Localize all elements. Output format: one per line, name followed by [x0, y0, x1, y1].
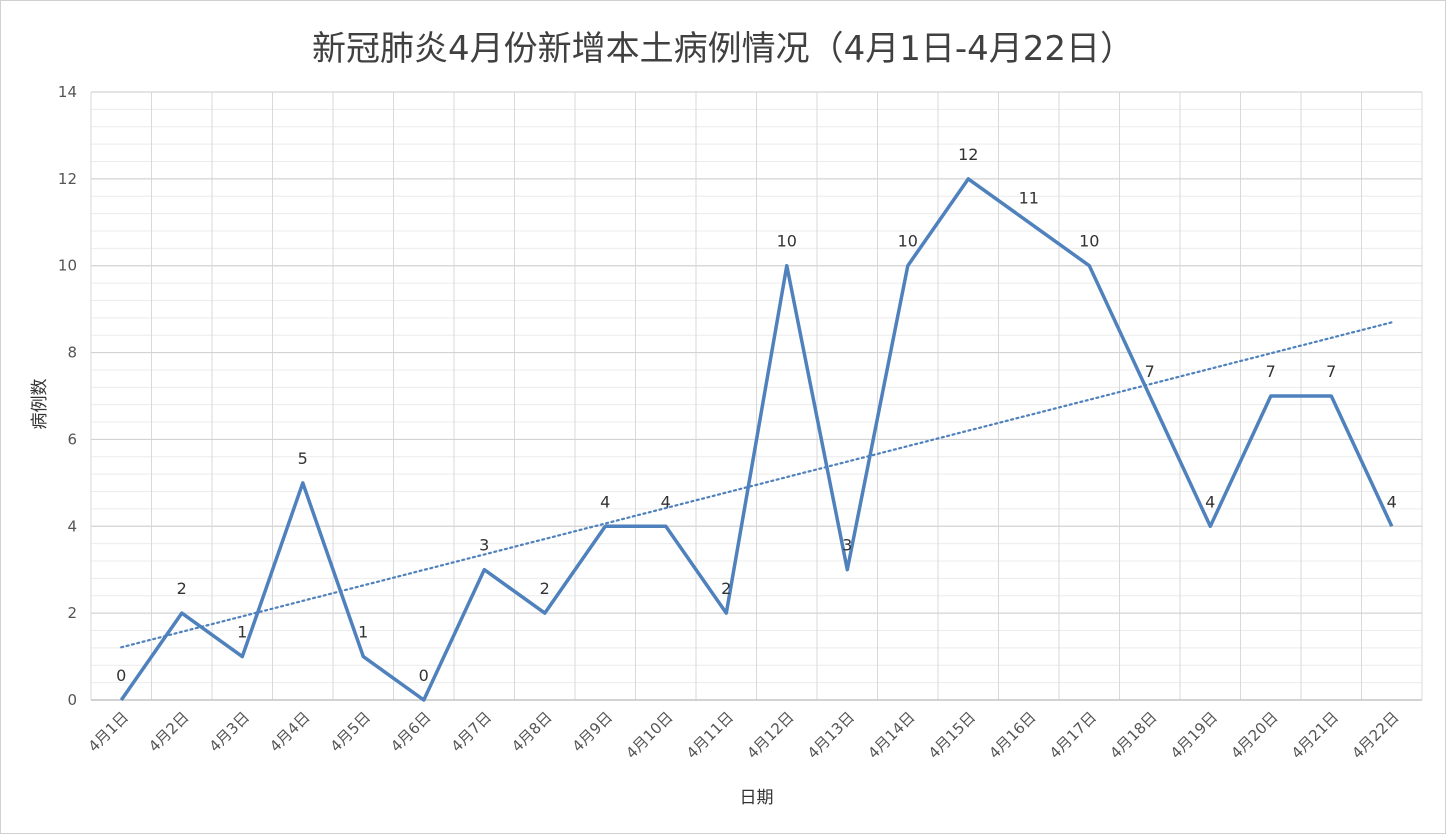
- x-tick-label: 4月16日: [985, 708, 1039, 762]
- x-tick-label: 4月21日: [1288, 708, 1342, 762]
- x-tick-label: 4月13日: [804, 708, 858, 762]
- y-tick-label: 10: [58, 257, 77, 275]
- data-label: 1: [237, 623, 247, 642]
- x-tick-label: 4月12日: [743, 708, 797, 762]
- data-label: 4: [661, 492, 671, 511]
- y-tick-label: 6: [67, 430, 77, 448]
- data-label: 4: [1387, 492, 1397, 511]
- series-line: [119, 177, 1394, 702]
- trendline: [120, 321, 1393, 649]
- x-tick-label: 4月3日: [206, 708, 253, 755]
- data-label: 0: [419, 666, 429, 685]
- data-label: 4: [1205, 492, 1215, 511]
- data-label: 2: [721, 579, 731, 598]
- x-tick-label: 4月1日: [85, 708, 132, 755]
- y-tick-label: 14: [58, 83, 77, 101]
- x-tick-label: 4月2日: [145, 708, 192, 755]
- data-label: 11: [1019, 188, 1039, 207]
- data-label: 5: [298, 449, 308, 468]
- data-label: 10: [898, 232, 918, 251]
- data-label: 7: [1266, 362, 1276, 381]
- data-label: 2: [177, 579, 187, 598]
- data-label: 12: [958, 145, 978, 164]
- x-tick-label: 4月11日: [683, 708, 737, 762]
- y-tick-label: 2: [67, 604, 77, 622]
- data-label: 10: [1079, 232, 1099, 251]
- y-tick-label: 12: [58, 170, 77, 188]
- x-tick-label: 4月20日: [1227, 708, 1281, 762]
- data-label: 10: [777, 232, 797, 251]
- x-tick-label: 4月6日: [387, 708, 434, 755]
- x-tick-label: 4月10日: [622, 708, 676, 762]
- x-tick-label: 4月4日: [266, 708, 313, 755]
- x-tick-label: 4月22日: [1348, 708, 1402, 762]
- x-tick-label: 4月17日: [1046, 708, 1100, 762]
- data-label: 4: [600, 492, 610, 511]
- x-tick-label: 4月8日: [508, 708, 555, 755]
- data-label: 0: [116, 666, 126, 685]
- x-tick-label: 4月7日: [448, 708, 495, 755]
- data-label: 1: [358, 623, 368, 642]
- y-tick-label: 8: [67, 344, 77, 362]
- data-label: 7: [1145, 362, 1155, 381]
- y-tick-label: 4: [67, 517, 77, 535]
- data-label: 2: [540, 579, 550, 598]
- data-label: 7: [1326, 362, 1336, 381]
- data-label: 3: [842, 536, 852, 555]
- x-tick-label: 4月15日: [925, 708, 979, 762]
- y-axis-title: 病例数: [30, 379, 50, 430]
- x-tick-label: 4月14日: [864, 708, 918, 762]
- data-label: 3: [479, 536, 489, 555]
- x-axis-title: 日期: [740, 788, 774, 808]
- x-tick-label: 4月9日: [569, 708, 616, 755]
- x-tick-label: 4月5日: [327, 708, 374, 755]
- chart-title: 新冠肺炎4月份新增本土病例情况（4月1日-4月22日）: [311, 29, 1135, 69]
- y-tick-label: 0: [67, 691, 77, 709]
- x-tick-label: 4月18日: [1106, 708, 1160, 762]
- x-tick-label: 4月19日: [1167, 708, 1221, 762]
